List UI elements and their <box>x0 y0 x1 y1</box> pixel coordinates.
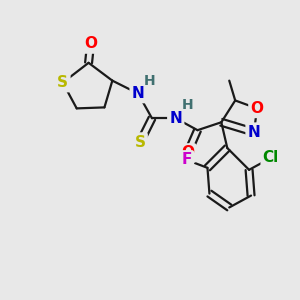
Text: N: N <box>132 86 145 101</box>
Text: H: H <box>144 74 156 88</box>
Text: H: H <box>182 98 194 112</box>
Text: N: N <box>248 125 260 140</box>
Text: N: N <box>169 111 182 126</box>
Text: S: S <box>57 75 68 90</box>
Text: F: F <box>182 152 192 167</box>
Text: O: O <box>181 146 194 160</box>
Text: S: S <box>135 135 146 150</box>
Text: Cl: Cl <box>263 150 279 165</box>
Text: O: O <box>250 101 263 116</box>
Text: O: O <box>84 37 97 52</box>
